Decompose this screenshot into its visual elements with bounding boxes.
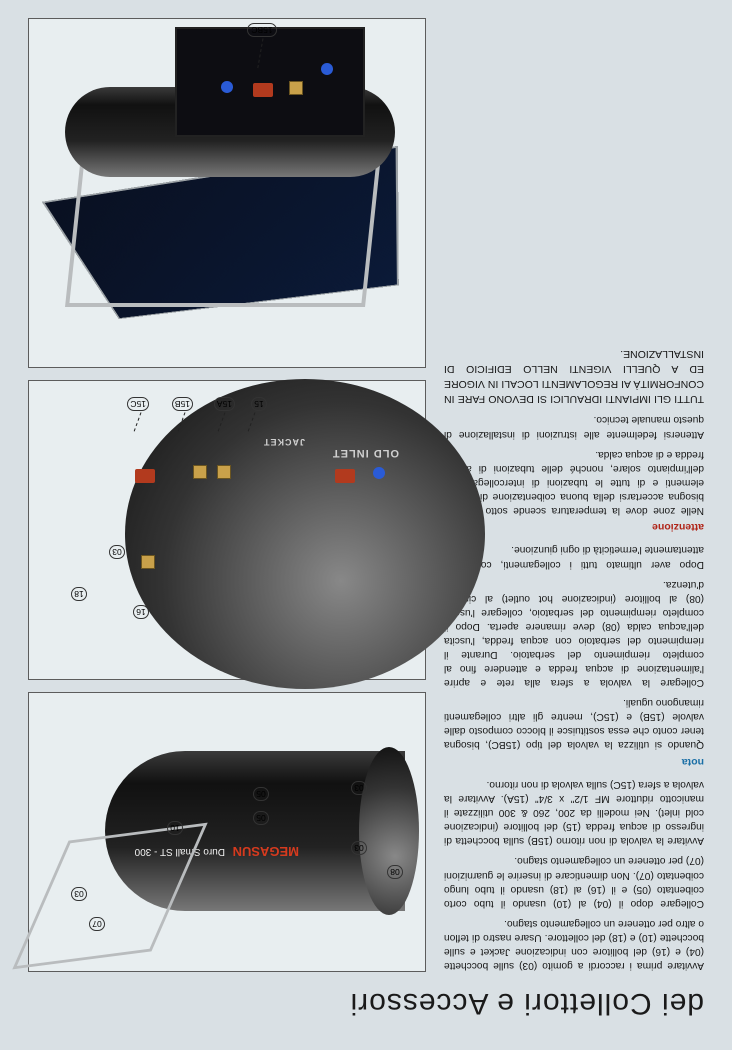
- callout-10: 10: [167, 821, 183, 835]
- page-title: dei Collettori e Accessori: [28, 986, 704, 1020]
- note-heading: nota: [444, 755, 704, 769]
- valve-icon: [253, 83, 273, 97]
- note-body: Quando si utilizza la valvola del tipo (…: [444, 695, 704, 751]
- warning-body: Nelle zone dove la temperatura scende so…: [444, 447, 704, 517]
- figure-column: MEGASUN Duro Small ST - 300 08 03 03 05 …: [28, 18, 426, 972]
- jacket-label-2: JACKET: [263, 437, 305, 447]
- text-column: Avvitare prima i raccordi a gomito (03) …: [444, 18, 704, 972]
- callout-15BC: 15BC: [247, 23, 277, 37]
- caps-paragraph: TUTTI GLI IMPIANTI IDRAULICI SI DEVONO F…: [444, 346, 704, 407]
- fitting-icon: [193, 465, 207, 479]
- callout-08: 08: [387, 865, 403, 879]
- fitting-icon: [217, 465, 231, 479]
- figure-3: 15BC: [28, 18, 426, 368]
- detail-inset: [175, 27, 365, 137]
- callout-05: 05: [253, 787, 269, 801]
- fitting-icon: [289, 81, 303, 95]
- paragraph: Avvitare la valvola di non ritorno (15B)…: [444, 777, 704, 847]
- brand-label: MEGASUN: [227, 842, 305, 861]
- valve-icon: [335, 469, 355, 483]
- tank-end: [359, 747, 419, 915]
- paragraph: Collegare la valvola a sfera alla rete e…: [444, 577, 704, 690]
- callout-15: 15: [251, 397, 267, 411]
- callout-07: 07: [89, 917, 105, 931]
- main-layout: Avvitare prima i raccordi a gomito (03) …: [28, 18, 704, 972]
- callout-15B: 15B: [172, 397, 193, 411]
- callout-03: 03: [351, 841, 367, 855]
- pipe-icon: [221, 81, 233, 93]
- callout-15A: 15A: [214, 397, 235, 411]
- callout-03: 03: [109, 545, 125, 559]
- figure-2: OLD INLET JACKET 15 15A 15B 15C 03 18 16: [28, 380, 426, 680]
- leader-line: [134, 412, 142, 431]
- callout-15C: 15C: [127, 397, 149, 411]
- callout-05: 05: [253, 811, 269, 825]
- valve-icon: [135, 469, 155, 483]
- pipe-icon: [321, 63, 333, 75]
- paragraph: Avvitare prima i raccordi a gomito (03) …: [444, 916, 704, 972]
- callout-03: 03: [71, 887, 87, 901]
- paragraph: Attenersi fedelmente alle istruzioni di …: [444, 412, 704, 440]
- jacket-label: OLD INLET: [332, 447, 399, 459]
- fitting-icon: [141, 555, 155, 569]
- callout-03: 03: [351, 781, 367, 795]
- callout-18: 18: [71, 587, 87, 601]
- pipe-icon: [373, 467, 385, 479]
- paragraph: Collegare dopo il (04) al (10) usando il…: [444, 853, 704, 909]
- callout-16: 16: [133, 605, 149, 619]
- figure-1: MEGASUN Duro Small ST - 300 08 03 03 05 …: [28, 692, 426, 972]
